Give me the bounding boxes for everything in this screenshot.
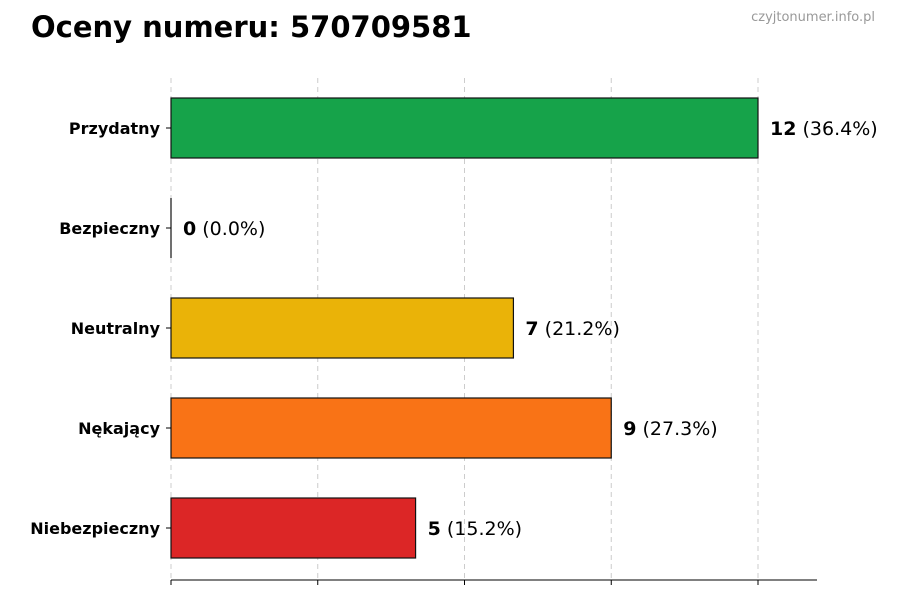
bars [170,97,759,559]
value-percent: (27.3%) [636,418,717,440]
value-label: 0 (0.0%) [183,218,265,240]
y-axis [166,127,171,529]
category-label: Przydatny [69,119,161,138]
chart-title: Oceny numeru: 570709581 [31,10,472,44]
value-percent: (36.4%) [796,118,877,140]
value-number: 0 [183,218,196,240]
value-label: 5 (15.2%) [428,518,522,540]
category-label: Bezpieczny [59,219,160,238]
category-label: Nękający [78,419,160,438]
bar-2 [170,297,515,359]
value-number: 12 [770,118,796,140]
value-labels: 12 (36.4%) 0 (0.0%) 7 (21.2%) 9 (27.3%) 5 (1… [183,118,878,540]
value-number: 5 [428,518,441,540]
value-label: 12 (36.4%) [770,118,878,140]
bar-0 [170,97,759,159]
value-label: 9 (27.3%) [623,418,717,440]
x-axis [170,579,817,585]
value-percent: (0.0%) [196,218,265,240]
value-percent: (15.2%) [441,518,522,540]
value-number: 7 [525,318,538,340]
category-labels: Przydatny Bezpieczny Neutralny Nękający Nieb… [30,119,160,538]
bar-3 [170,397,612,459]
watermark: czyjtonumer.info.pl [751,10,875,25]
value-number: 9 [623,418,636,440]
value-percent: (21.2%) [539,318,620,340]
category-label: Niebezpieczny [30,519,160,538]
value-label: 7 (21.2%) [525,318,619,340]
category-label: Neutralny [71,319,161,338]
grid-lines [170,78,759,580]
bar-4 [170,497,417,559]
